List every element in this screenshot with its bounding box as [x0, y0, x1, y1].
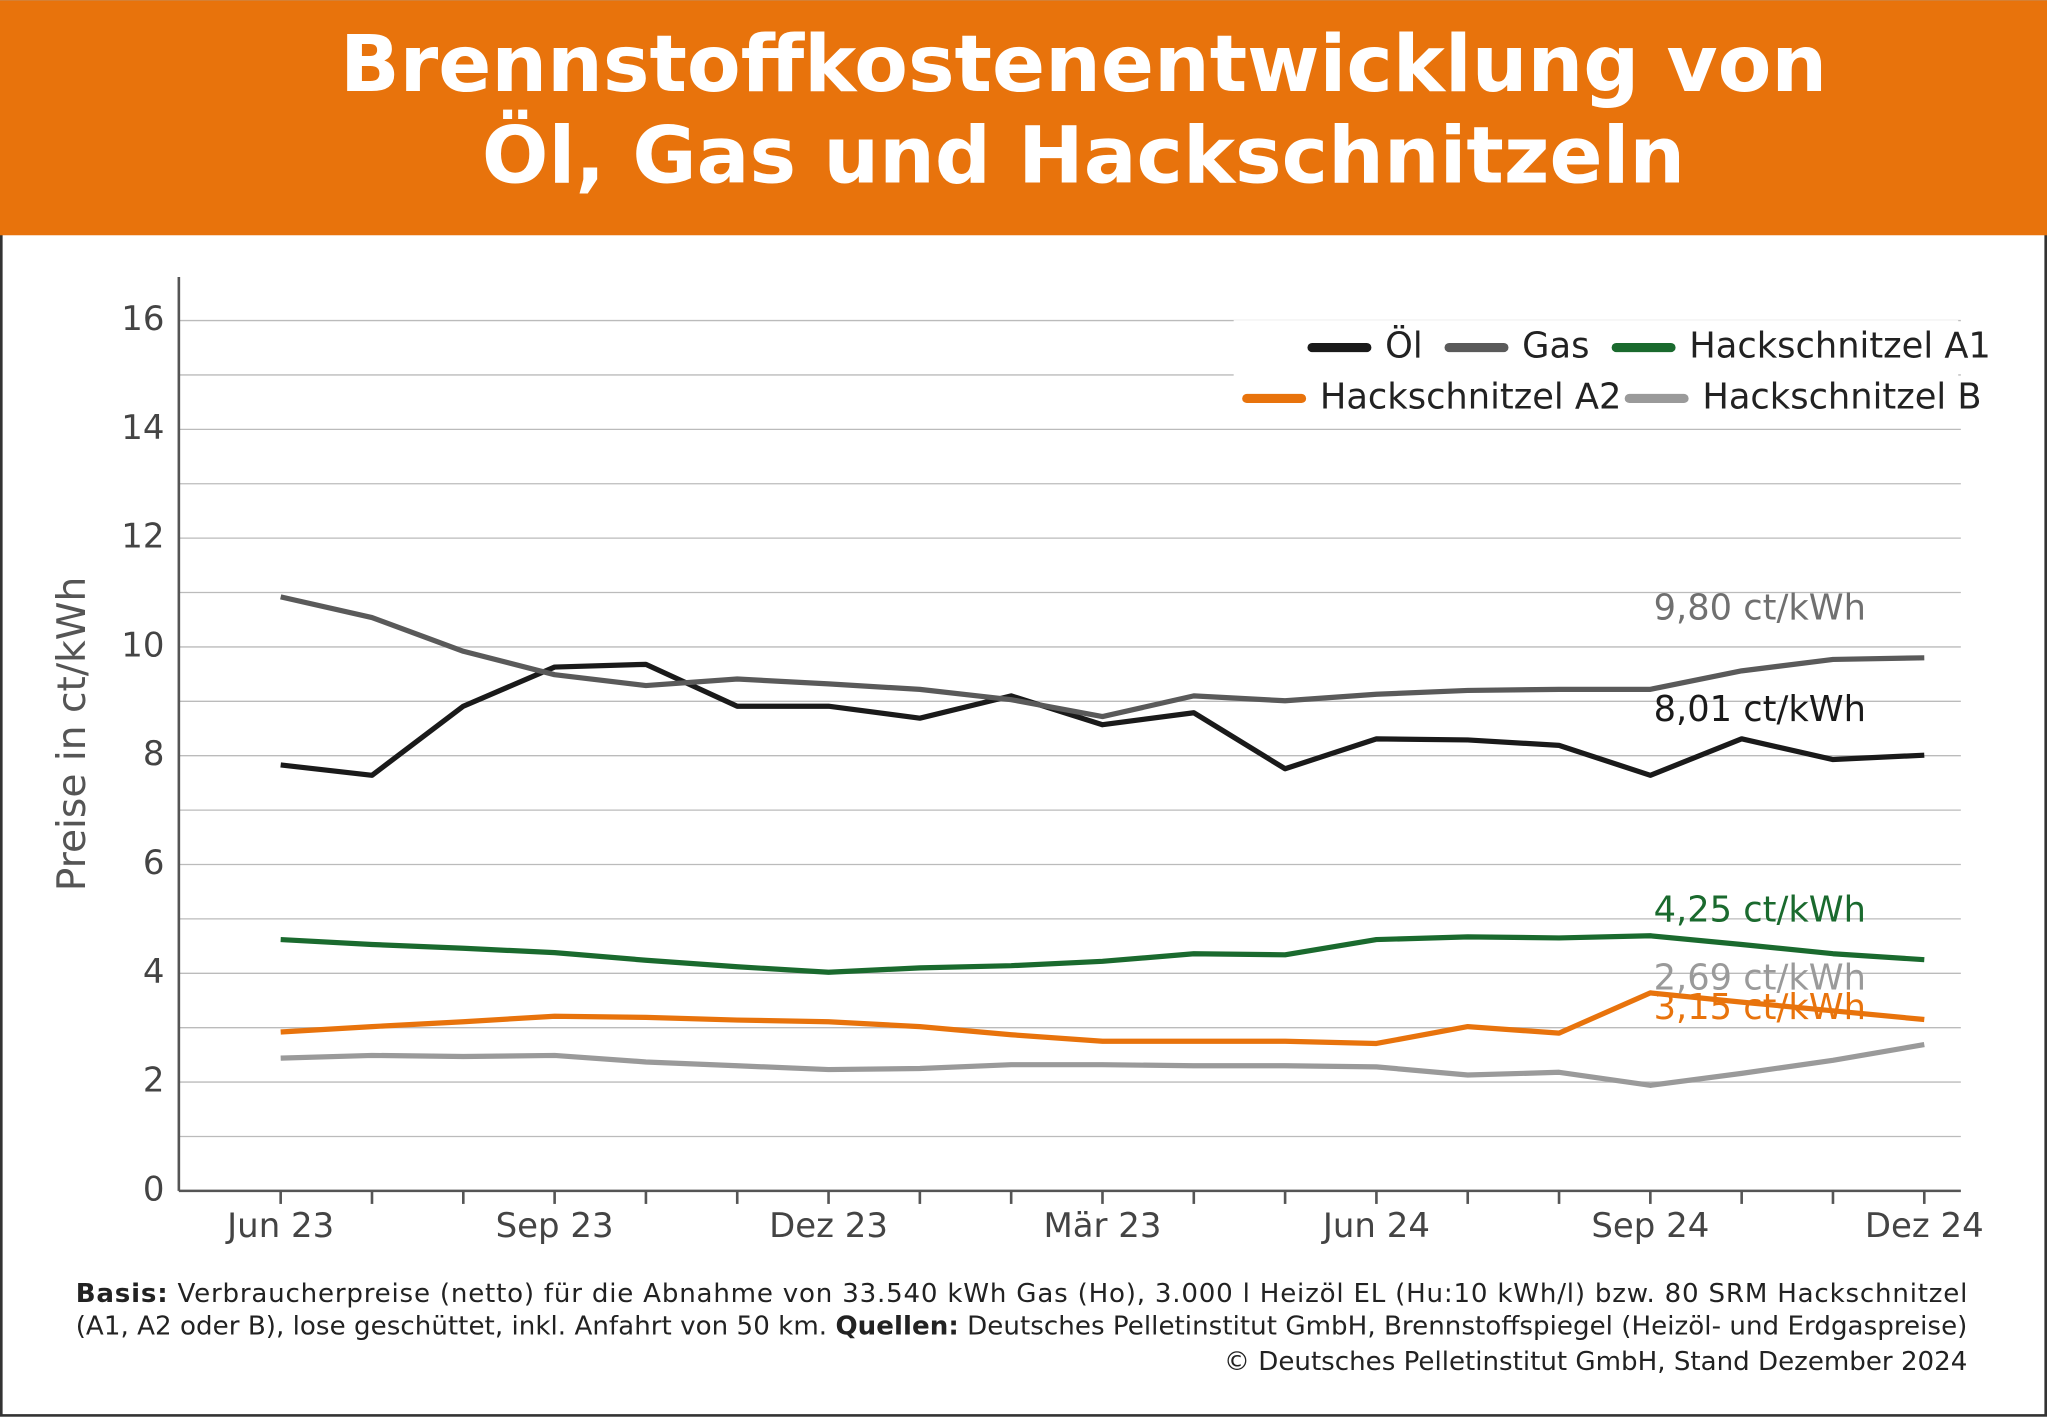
y-tick-label: 4 [143, 952, 165, 992]
value-label: 2,69 ct/kWh [1654, 957, 1866, 998]
y-tick-label: 0 [143, 1169, 165, 1209]
series-line [280, 661, 1925, 778]
y-tick-label: 2 [143, 1061, 165, 1101]
x-tick-label: Jun 24 [1321, 1206, 1430, 1246]
x-tick-label: Jun 23 [225, 1206, 334, 1246]
footer-segment: Verbraucherpreise (netto) für die Abnahm… [168, 1279, 1967, 1309]
y-tick-label: 6 [143, 843, 165, 883]
footer-segment: Deutsches Pelletinstitut GmbH, Brennstof… [959, 1311, 1968, 1341]
value-label: 3,15 ct/kWh [1654, 987, 1866, 1028]
legend-label: Öl [1385, 325, 1423, 367]
chart-title: Brennstoffkostenentwicklung von [340, 19, 1827, 110]
x-tick-label: Mär 23 [1043, 1206, 1161, 1246]
value-label: 4,25 ct/kWh [1654, 889, 1866, 930]
legend-label: Hackschnitzel A1 [1689, 326, 1991, 367]
footer-note: Basis: Verbraucherpreise (netto) für die… [76, 1279, 1968, 1309]
footer-note: (A1, A2 oder B), lose geschüttet, inkl. … [76, 1311, 1968, 1341]
x-tick-label: Sep 23 [496, 1206, 614, 1246]
x-tick-label: Sep 24 [1591, 1206, 1709, 1246]
series-line [280, 594, 1925, 720]
legend-bg [1233, 320, 1959, 425]
y-tick-label: 14 [121, 408, 164, 448]
y-tick-label: 10 [121, 625, 164, 665]
value-label: 9,80 ct/kWh [1654, 588, 1866, 629]
footer-segment: (A1, A2 oder B), lose geschüttet, inkl. … [76, 1311, 836, 1341]
series-line [280, 990, 1925, 1047]
series-line [280, 933, 1925, 975]
legend-label: Hackschnitzel A2 [1320, 376, 1622, 417]
footer-note: © Deutsches Pelletinstitut GmbH, Stand D… [1224, 1346, 1967, 1376]
y-tick-label: 12 [121, 517, 164, 557]
chart-title: Öl, Gas und Hackschnitzeln [482, 109, 1685, 201]
legend-label: Gas [1522, 326, 1589, 367]
value-label: 8,01 ct/kWh [1654, 689, 1866, 730]
footer-segment: © Deutsches Pelletinstitut GmbH, Stand D… [1224, 1346, 1967, 1376]
header [0, 0, 2047, 236]
legend-label: Hackschnitzel B [1702, 376, 1981, 417]
y-tick-label: 16 [121, 299, 164, 339]
x-tick-label: Dez 24 [1865, 1206, 1984, 1246]
y-axis-label: Preise in ct/kWh [50, 577, 95, 892]
series-line [280, 1041, 1925, 1088]
y-tick-label: 8 [143, 734, 165, 774]
x-tick-label: Dez 23 [769, 1206, 888, 1246]
footer-segment: Quellen: [835, 1311, 958, 1341]
footer-segment: Basis: [76, 1279, 168, 1309]
